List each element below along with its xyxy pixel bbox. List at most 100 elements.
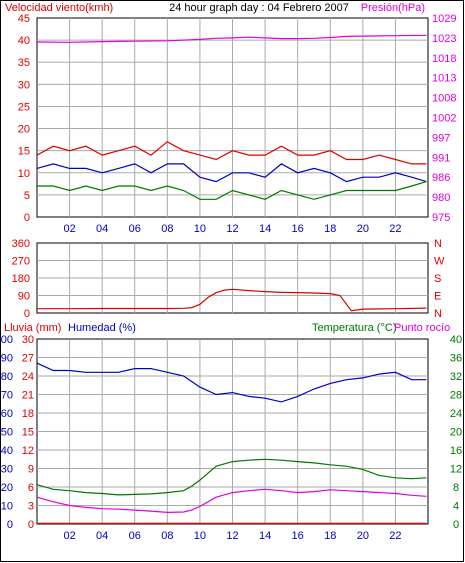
wind_low-line bbox=[37, 181, 427, 200]
rain-ytick-9: 27 bbox=[22, 353, 34, 365]
temp-xtick-3: 08 bbox=[161, 530, 173, 542]
temp-ytick-0: 0 bbox=[453, 519, 459, 531]
wind-ytick-0: 0 bbox=[24, 212, 30, 224]
dew-point-axis-title: Punto rocío bbox=[394, 322, 450, 334]
dew_point-line bbox=[36, 488, 427, 514]
direction-line bbox=[37, 288, 427, 312]
wind-xtick-6: 14 bbox=[259, 223, 271, 235]
humidity-ytick-3: 30 bbox=[1, 464, 13, 476]
rain-ytick-6: 18 bbox=[22, 408, 34, 420]
wind-ytick-7: 35 bbox=[18, 57, 30, 69]
temp-ytick-7: 28 bbox=[450, 390, 462, 402]
humidity-ytick-9: 90 bbox=[1, 353, 13, 365]
temp-ytick-2: 8 bbox=[453, 482, 459, 494]
wind-xtick-3: 08 bbox=[161, 223, 173, 235]
pressure-ytick-6: 1008 bbox=[432, 93, 456, 105]
wind-ytick-3: 15 bbox=[18, 146, 30, 158]
rain-ytick-0: 0 bbox=[28, 519, 34, 531]
temp-ytick-8: 32 bbox=[450, 371, 462, 383]
temp-xtick-1: 04 bbox=[96, 530, 108, 542]
dir-ytick-0: 0 bbox=[24, 308, 30, 320]
wind-xtick-2: 06 bbox=[129, 223, 141, 235]
wind-ytick-6: 30 bbox=[18, 79, 30, 91]
wind-xtick-5: 12 bbox=[226, 223, 238, 235]
temp-ytick-10: 40 bbox=[450, 334, 462, 346]
temp-xtick-2: 06 bbox=[129, 530, 141, 542]
humidity-line bbox=[36, 362, 427, 403]
rain-ytick-4: 12 bbox=[22, 445, 34, 457]
wind-speed-axis-title: Velocidad viento(kmh) bbox=[5, 2, 113, 14]
rain-ytick-7: 21 bbox=[22, 390, 34, 402]
temp-ytick-3: 12 bbox=[450, 464, 462, 476]
temp-xtick-5: 12 bbox=[226, 530, 238, 542]
temp-ytick-4: 16 bbox=[450, 445, 462, 457]
rain-ytick-8: 24 bbox=[22, 371, 34, 383]
pressure-ytick-8: 1018 bbox=[432, 53, 456, 65]
compass-ytick-2: S bbox=[434, 273, 441, 285]
dir-ytick-4: 360 bbox=[12, 238, 30, 250]
data-series bbox=[36, 34, 427, 525]
temp-xtick-0: 02 bbox=[63, 530, 75, 542]
pressure-ytick-5: 1002 bbox=[432, 113, 456, 125]
wind-xtick-4: 10 bbox=[194, 223, 206, 235]
compass-ytick-0: N bbox=[434, 308, 442, 320]
humidity-ytick-0: 0 bbox=[7, 519, 13, 531]
pressure-ytick-0: 975 bbox=[432, 212, 450, 224]
dir-ytick-1: 90 bbox=[18, 291, 30, 303]
wind-xtick-1: 04 bbox=[96, 223, 108, 235]
pressure-ytick-4: 997 bbox=[432, 132, 450, 144]
axis-tick-labels: 02 04 06 08 10 12 14 16 18 20 22051015202530354045… bbox=[0, 13, 462, 542]
rain-axis-title: Lluvia (mm) bbox=[4, 322, 61, 334]
wind-xtick-0: 02 bbox=[63, 223, 75, 235]
wind-ytick-8: 40 bbox=[18, 35, 30, 47]
temp-ytick-1: 4 bbox=[453, 501, 459, 513]
rain-ytick-10: 30 bbox=[22, 334, 34, 346]
temperature-axis-title: Temperatura (°C) bbox=[312, 322, 396, 334]
pressure-ytick-1: 980 bbox=[432, 192, 450, 204]
dir-ytick-3: 270 bbox=[12, 256, 30, 268]
pressure-axis-title: Presión(hPa) bbox=[361, 2, 425, 14]
compass-ytick-3: W bbox=[434, 256, 445, 268]
temp-ytick-5: 20 bbox=[450, 427, 462, 439]
wind-ytick-2: 10 bbox=[18, 168, 30, 180]
rain-ytick-1: 3 bbox=[28, 501, 34, 513]
temp-xtick-8: 18 bbox=[324, 530, 336, 542]
pressure-ytick-9: 1023 bbox=[432, 33, 456, 45]
humidity-ytick-10: 100 bbox=[0, 334, 13, 346]
pressure-ytick-2: 986 bbox=[432, 172, 450, 184]
temp-xtick-4: 10 bbox=[194, 530, 206, 542]
humidity-ytick-6: 60 bbox=[1, 408, 13, 420]
wind_avg-line bbox=[36, 163, 427, 183]
wind-xtick-10: 22 bbox=[389, 223, 401, 235]
dir-ytick-2: 180 bbox=[12, 273, 30, 285]
wind-ytick-9: 45 bbox=[18, 13, 30, 25]
pressure-ytick-10: 1029 bbox=[432, 13, 456, 25]
grid-lines bbox=[37, 18, 428, 524]
graph-title: 24 hour graph day : 04 Febrero 2007 bbox=[169, 2, 349, 14]
humidity-ytick-4: 40 bbox=[1, 445, 13, 457]
temp-xtick-10: 22 bbox=[389, 530, 401, 542]
pressure-ytick-3: 991 bbox=[432, 152, 450, 164]
pressure-line bbox=[36, 34, 427, 43]
temperature-line bbox=[36, 458, 427, 496]
wind-ytick-5: 25 bbox=[18, 101, 30, 113]
wind-ytick-1: 5 bbox=[24, 190, 30, 202]
temp-ytick-9: 36 bbox=[450, 353, 462, 365]
wind-xtick-9: 20 bbox=[357, 223, 369, 235]
wind_gust-line bbox=[36, 141, 427, 165]
humidity-ytick-7: 70 bbox=[1, 390, 13, 402]
compass-ytick-1: E bbox=[434, 291, 441, 303]
temp-xtick-6: 14 bbox=[259, 530, 271, 542]
pressure-ytick-7: 1013 bbox=[432, 73, 456, 85]
rain-ytick-5: 15 bbox=[22, 427, 34, 439]
humidity-ytick-2: 20 bbox=[1, 482, 13, 494]
wind-ytick-4: 20 bbox=[18, 124, 30, 136]
temp-xtick-9: 20 bbox=[357, 530, 369, 542]
compass-ytick-4: N bbox=[434, 238, 442, 250]
temp-xtick-7: 16 bbox=[292, 530, 304, 542]
rain-ytick-3: 9 bbox=[28, 464, 34, 476]
wind-xtick-8: 18 bbox=[324, 223, 336, 235]
rain-ytick-2: 6 bbox=[28, 482, 34, 494]
